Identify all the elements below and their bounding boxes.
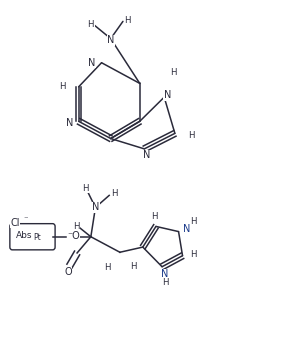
Text: H: H [162, 278, 168, 287]
Text: H: H [104, 263, 110, 272]
Text: H: H [111, 189, 118, 198]
Text: N: N [92, 202, 100, 212]
Text: Pt: Pt [33, 233, 41, 242]
Text: H: H [170, 67, 177, 76]
Text: H: H [190, 250, 196, 259]
Text: H: H [124, 16, 131, 25]
Text: H: H [82, 184, 89, 193]
Text: N: N [66, 118, 73, 128]
Text: N: N [88, 58, 95, 68]
Text: Cl: Cl [10, 218, 20, 228]
Text: H: H [130, 262, 137, 271]
Text: ⁻O: ⁻O [67, 231, 80, 241]
Text: N: N [161, 269, 169, 279]
Text: Abs: Abs [16, 231, 32, 240]
Text: N: N [164, 90, 171, 100]
FancyBboxPatch shape [10, 224, 55, 250]
Text: N: N [183, 224, 191, 234]
Text: O: O [64, 267, 72, 277]
Text: H: H [188, 130, 195, 139]
Text: H: H [73, 222, 80, 231]
Text: N: N [107, 35, 115, 45]
Text: H: H [59, 82, 66, 91]
Text: N: N [143, 150, 150, 160]
Text: H: H [190, 217, 196, 226]
Text: H: H [87, 20, 94, 29]
Text: H: H [151, 212, 158, 221]
Text: ⁻: ⁻ [24, 216, 28, 225]
